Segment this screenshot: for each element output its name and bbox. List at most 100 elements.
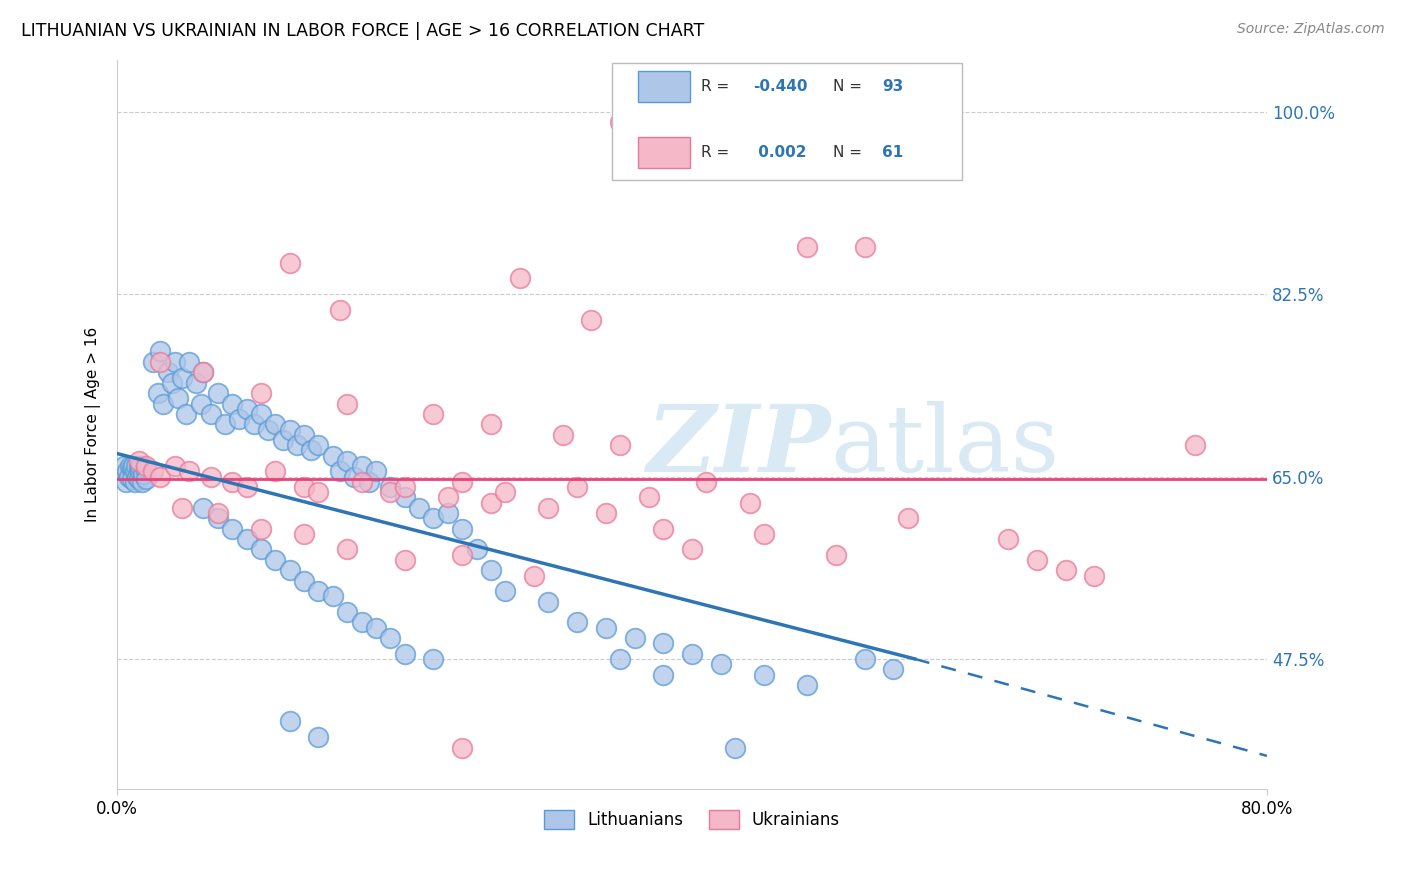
Point [120,459,142,474]
Text: N =: N = [834,79,868,94]
Point [193,365,215,379]
Point [652,636,675,650]
Point [186,376,208,390]
Point [609,115,631,129]
Point [235,401,257,416]
Point [170,500,193,515]
Point [380,631,402,645]
Point [149,469,172,483]
Point [121,461,143,475]
Text: ZIP: ZIP [645,401,830,491]
Text: 61: 61 [882,145,903,160]
Point [257,423,280,437]
Point [135,459,157,474]
Point [299,443,322,458]
Point [537,500,560,515]
FancyBboxPatch shape [638,137,690,168]
Point [380,480,402,494]
Point [128,454,150,468]
Point [394,480,416,494]
Text: 0.002: 0.002 [754,145,807,160]
Point [364,621,387,635]
Point [408,500,430,515]
Text: -0.440: -0.440 [754,79,807,94]
Point [163,459,186,474]
Point [1054,563,1077,577]
Point [128,461,150,475]
Point [695,475,717,489]
Text: Source: ZipAtlas.com: Source: ZipAtlas.com [1237,22,1385,37]
Point [322,590,344,604]
Point [179,355,201,369]
Point [250,542,273,557]
Point [681,647,703,661]
Point [207,511,229,525]
Point [595,621,617,635]
Point [264,417,287,432]
Point [565,615,588,630]
Point [307,485,329,500]
Point [221,522,243,536]
Point [307,438,329,452]
Text: N =: N = [834,145,868,160]
Point [214,417,236,432]
Point [343,469,366,483]
Point [796,678,818,692]
Text: R =: R = [702,79,734,94]
Point [243,417,266,432]
Point [623,631,645,645]
Point [509,271,531,285]
Point [264,553,287,567]
Point [142,464,165,478]
Point [422,652,444,666]
Point [271,433,294,447]
Point [278,423,301,437]
Text: atlas: atlas [830,401,1059,491]
Point [166,392,188,406]
Point [285,438,308,452]
Point [250,386,273,401]
Point [207,506,229,520]
Point [897,511,920,525]
Point [595,506,617,520]
Point [131,475,153,489]
Point [135,472,157,486]
Point [307,730,329,744]
Point [160,376,183,390]
Point [422,407,444,421]
Point [494,485,516,500]
Y-axis label: In Labor Force | Age > 16: In Labor Force | Age > 16 [86,326,101,522]
Point [451,548,474,562]
Point [329,464,352,478]
Point [609,652,631,666]
Point [752,667,775,681]
FancyBboxPatch shape [612,63,962,180]
Point [652,522,675,536]
Point [235,532,257,546]
Point [336,542,359,557]
Point [796,240,818,254]
Point [652,667,675,681]
Point [479,417,502,432]
Point [278,256,301,270]
Point [451,522,474,536]
Point [235,480,257,494]
Point [114,459,136,474]
Point [125,459,148,474]
Text: LITHUANIAN VS UKRAINIAN IN LABOR FORCE | AGE > 16 CORRELATION CHART: LITHUANIAN VS UKRAINIAN IN LABOR FORCE |… [21,22,704,40]
Point [465,542,488,557]
Point [117,464,139,478]
Text: 93: 93 [882,79,903,94]
Point [278,714,301,729]
Point [278,563,301,577]
Point [190,396,212,410]
Point [250,407,273,421]
Legend: Lithuanians, Ukrainians: Lithuanians, Ukrainians [537,803,846,836]
Point [494,584,516,599]
Point [128,472,150,486]
Point [129,459,152,474]
Point [292,480,315,494]
Point [250,522,273,536]
Point [1083,568,1105,582]
Point [129,464,152,478]
